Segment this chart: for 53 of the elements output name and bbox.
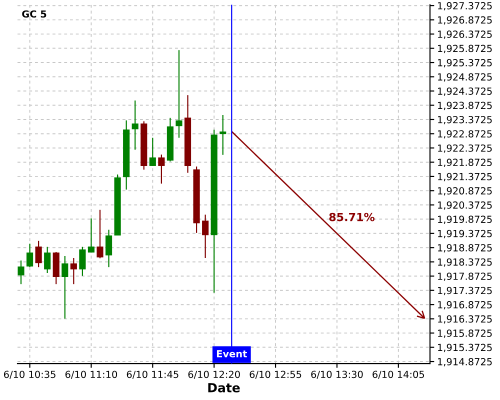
y-tick-label: 1,916.8725 — [438, 301, 492, 310]
chart-title: GC 5 — [22, 10, 46, 18]
candlestick — [176, 50, 182, 138]
candlestick — [35, 240, 42, 268]
candlestick — [96, 209, 104, 259]
y-tick-label: 1,925.8725 — [438, 44, 492, 54]
y-tick-label: 1,915.8725 — [438, 330, 492, 338]
candlestick — [44, 246, 51, 274]
y-tick-label: 1,919.8725 — [438, 216, 492, 224]
x-tick-label: 6/10 12:20 — [188, 370, 240, 379]
y-tick-label: 1,916.3725 — [438, 315, 492, 324]
y-tick-label: 1,921.8725 — [438, 158, 492, 168]
y-tick-label: 1,926.3725 — [438, 30, 492, 39]
candlestick — [220, 114, 226, 156]
candlestick — [79, 246, 86, 276]
y-tick-label: 1,925.3725 — [438, 59, 492, 68]
y-tick-label: 1,924.8725 — [438, 73, 492, 82]
y-tick-label: 1,918.3725 — [438, 258, 492, 267]
y-tick-label: 1,926.8725 — [438, 16, 492, 25]
x-tick-label: 6/10 14:05 — [372, 370, 424, 379]
candlestick — [202, 214, 209, 259]
x-tick-label: 6/10 11:45 — [126, 370, 178, 379]
y-tick-label: 1,922.8725 — [438, 130, 492, 139]
x-tick-label: 6/10 13:30 — [311, 370, 363, 379]
y-tick-label: 1,923.3725 — [438, 116, 492, 124]
candlestick — [149, 137, 156, 167]
candlestick — [26, 243, 34, 268]
y-tick-label: 1,919.3725 — [438, 230, 492, 238]
x-tick-label: 6/10 10:35 — [4, 370, 56, 379]
candlestick — [88, 218, 95, 254]
y-tick-label: 1,917.8725 — [438, 272, 492, 281]
candlestick — [18, 260, 24, 285]
candlestick — [158, 154, 165, 184]
y-tick-label: 1,915.3725 — [438, 344, 492, 352]
y-tick-label: 1,914.8725 — [438, 358, 492, 366]
ref-line-label: Event — [216, 350, 247, 358]
y-tick-label: 1,920.3725 — [438, 201, 492, 210]
y-tick-label: 1,917.3725 — [438, 286, 492, 296]
y-tick-label: 1,923.8725 — [438, 102, 492, 110]
candlestick — [70, 257, 77, 285]
x-tick-label: 6/10 11:10 — [65, 370, 118, 379]
annotation: 85.71% — [329, 212, 375, 222]
candlestick — [132, 100, 138, 150]
x-axis-title: Date — [208, 383, 240, 392]
y-tick-label: 1,921.3725 — [438, 172, 492, 182]
candlestick — [62, 255, 68, 320]
y-tick-label: 1,922.3725 — [438, 144, 492, 153]
y-tick-label: 1,924.3725 — [438, 87, 492, 96]
y-tick-label: 1,920.8725 — [438, 187, 492, 196]
candlestick — [105, 229, 112, 268]
y-tick-label: 1,927.3725 — [438, 2, 492, 10]
y-tick-label: 1,918.8725 — [438, 244, 492, 252]
x-tick-label: 6/10 12:55 — [250, 370, 302, 379]
